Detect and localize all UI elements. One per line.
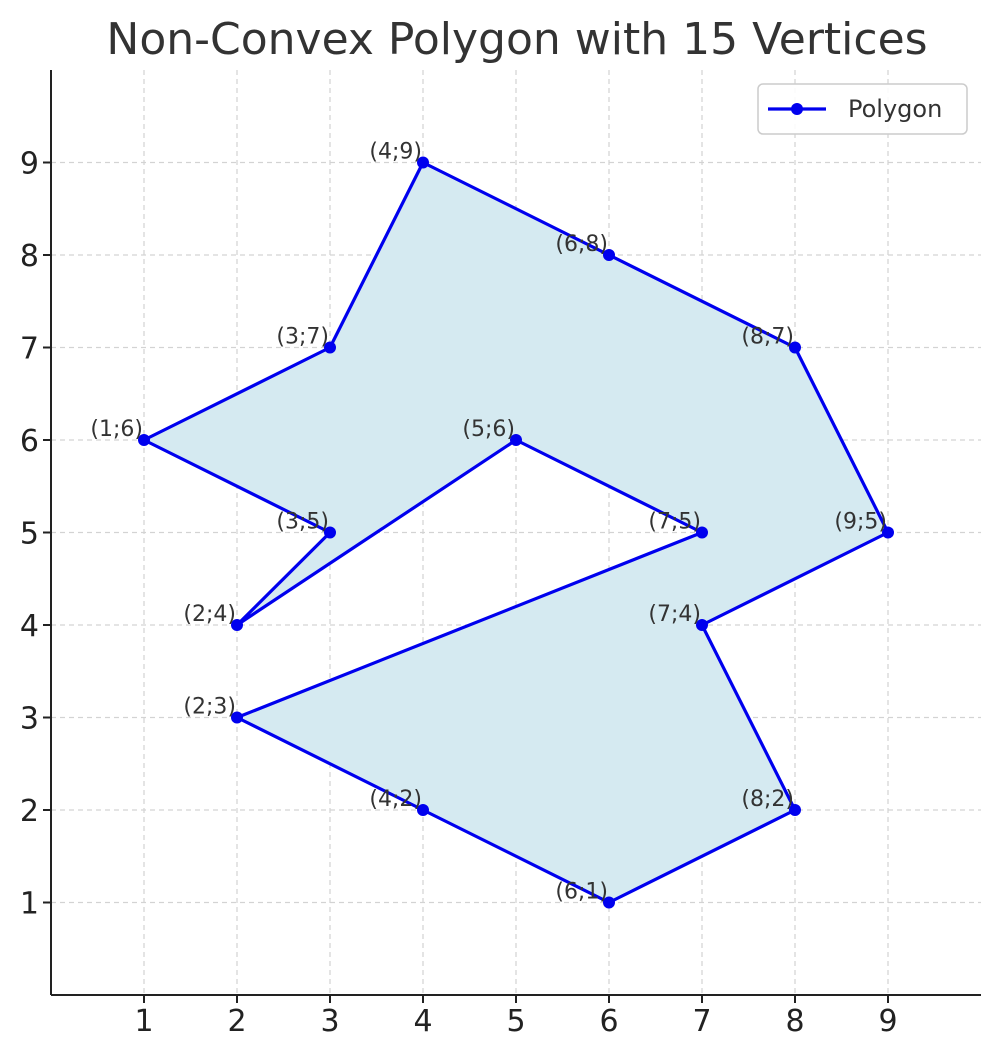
y-tick-label: 5 [20, 517, 39, 552]
legend-box [757, 83, 968, 135]
vertex-marker [417, 804, 429, 816]
vertex-marker [324, 526, 336, 539]
vertex-label: (3;7) [276, 325, 329, 350]
x-tick-label: 3 [320, 1004, 339, 1039]
vertex-marker [417, 156, 429, 169]
vertex-labels: (4;9) (6;8) (8;7) (9;5) (7;4) (8;2) (6;1) (4;2)… [90, 140, 887, 905]
vertex-marker [789, 804, 801, 816]
vertex-marker [696, 619, 708, 631]
vertex-marker [138, 434, 150, 446]
vertex-label: (4;9) [369, 140, 422, 165]
y-tick-label: 2 [20, 794, 39, 829]
x-tick-label: 2 [227, 1004, 246, 1039]
vertex-label: (2;4) [183, 602, 236, 627]
vertex-marker [510, 434, 522, 446]
vertex-label: (6;8) [555, 232, 608, 257]
vertex-marker [603, 249, 615, 261]
y-tick-label: 6 [20, 424, 39, 459]
vertex-marker [231, 711, 243, 724]
x-tick-label: 4 [413, 1004, 432, 1039]
vertex-label: (4;2) [369, 787, 422, 812]
y-tick-label: 8 [20, 239, 39, 274]
y-tick-label: 3 [20, 702, 39, 737]
vertex-label: (9;5) [834, 510, 887, 535]
y-tick-label: 7 [20, 332, 39, 367]
vertex-marker [603, 896, 615, 909]
vertex-label: (6;1) [555, 880, 608, 905]
x-tick-label: 1 [134, 1004, 153, 1039]
vertex-label: (3;5) [276, 510, 329, 535]
y-tick-label: 9 [20, 147, 39, 182]
vertex-label: (8;2) [741, 787, 794, 812]
chart-title: Non-Convex Polygon with 15 Vertices [106, 14, 927, 65]
y-tick-label: 1 [20, 887, 39, 922]
vertex-label: (7;4) [648, 602, 701, 627]
x-tick-label: 5 [506, 1004, 525, 1039]
polygon-outline [142, 160, 890, 905]
vertex-marker [789, 341, 801, 354]
vertex-label: (5;6) [462, 417, 515, 442]
y-tick-label: 4 [20, 609, 39, 644]
vertex-label: (8;7) [741, 325, 794, 350]
vertex-label: (1;6) [90, 417, 143, 442]
vertex-marker [696, 526, 708, 539]
polygon-outline-layer [142, 160, 890, 905]
x-tick-label: 9 [878, 1004, 897, 1039]
vertex-label: (7;5) [648, 510, 701, 535]
legend-marker-swatch [791, 103, 803, 115]
vertex-markers [138, 156, 894, 909]
x-tick-label: 7 [692, 1004, 711, 1039]
vertex-marker [231, 619, 243, 631]
vertex-label: (2;3) [183, 695, 236, 720]
x-tick-label: 6 [599, 1004, 618, 1039]
legend: Polygon [757, 83, 968, 135]
x-tick-label: 8 [785, 1004, 804, 1039]
axes: 1 2 3 4 5 6 7 8 9 1 2 3 4 5 6 7 8 9 [20, 70, 981, 1039]
vertex-marker [882, 526, 894, 539]
legend-label: Polygon [848, 95, 942, 123]
vertex-marker [324, 341, 336, 354]
